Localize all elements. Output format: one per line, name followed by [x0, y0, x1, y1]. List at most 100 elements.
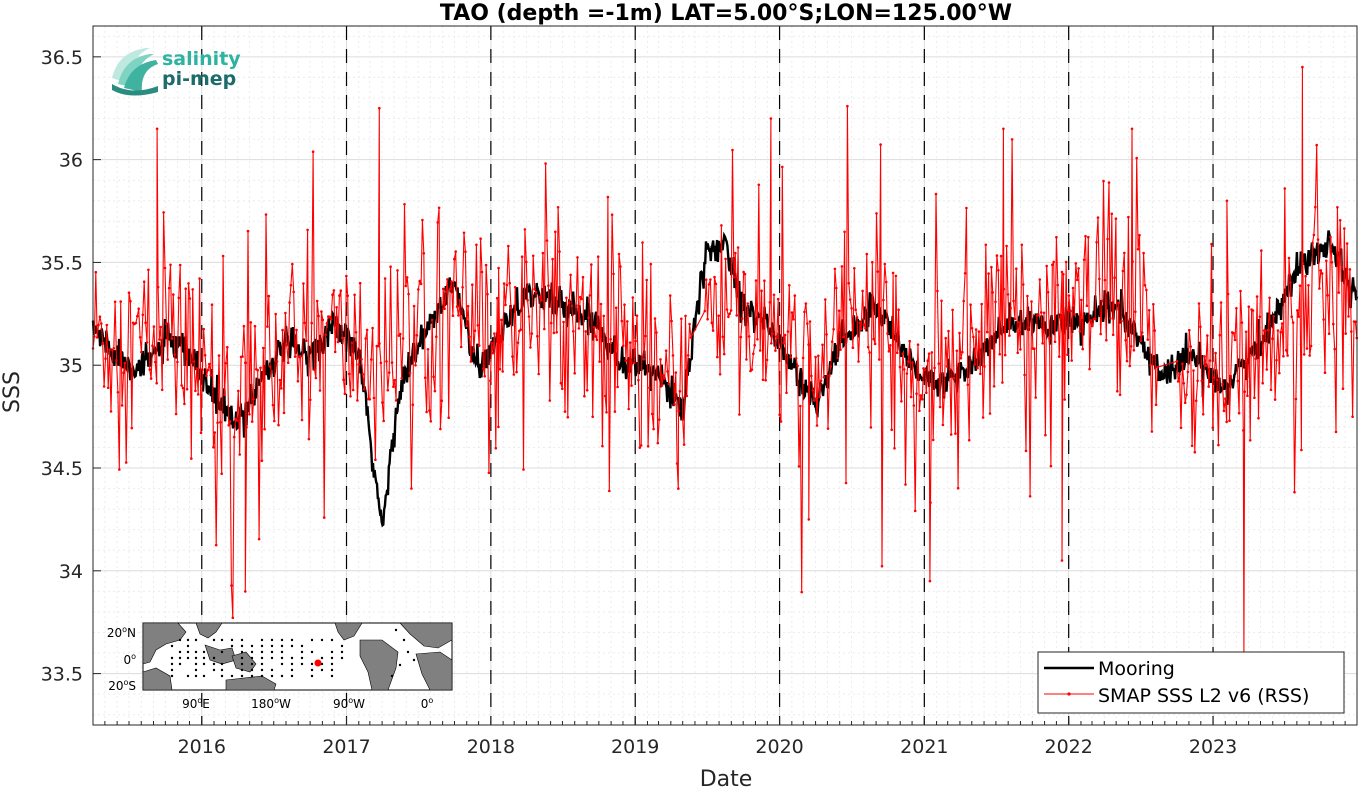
- smap-sss-point: [116, 391, 120, 394]
- smap-sss-point: [500, 318, 503, 322]
- smap-sss-point: [854, 308, 857, 312]
- y-tick-label: 33.5: [41, 664, 83, 686]
- smap-sss-point: [925, 391, 928, 395]
- smap-sss-point: [819, 379, 823, 383]
- smap-sss-point: [734, 251, 737, 255]
- smap-sss-point: [774, 349, 777, 352]
- smap-sss-point: [1102, 179, 1105, 183]
- smap-sss-point: [1279, 330, 1282, 334]
- smap-sss-point: [364, 337, 368, 340]
- smap-sss-point: [670, 319, 673, 323]
- smap-sss-point: [937, 362, 941, 365]
- inset-landmass: [334, 622, 363, 641]
- smap-sss-point: [1042, 311, 1046, 315]
- smap-sss-point: [259, 366, 262, 370]
- smap-sss-point: [126, 370, 129, 373]
- smap-sss-point: [775, 335, 779, 338]
- smap-sss-point: [194, 389, 197, 393]
- smap-sss-point: [187, 282, 190, 285]
- smap-sss-point: [569, 273, 572, 277]
- legend-mooring-label: Mooring: [1098, 658, 1175, 680]
- smap-sss-point: [1019, 348, 1022, 351]
- smap-sss-point: [948, 367, 952, 371]
- smap-sss-point: [1278, 371, 1281, 375]
- smap-sss-point: [1325, 259, 1328, 263]
- smap-sss-point: [1197, 302, 1201, 305]
- smap-sss-point: [1225, 199, 1229, 203]
- smap-sss-point: [483, 374, 487, 378]
- mooring-array-dots: [170, 628, 416, 678]
- smap-sss-point: [868, 351, 871, 354]
- smap-sss-point: [1258, 315, 1262, 319]
- smap-sss-point: [1053, 340, 1057, 344]
- smap-sss-point: [469, 360, 473, 363]
- smap-sss-point: [282, 411, 286, 415]
- smap-sss-point: [1059, 316, 1062, 319]
- smap-sss-point: [566, 415, 570, 419]
- smap-sss-point: [610, 213, 614, 216]
- smap-sss-point: [663, 377, 666, 380]
- smap-sss-point: [727, 315, 730, 319]
- smap-sss-point: [682, 443, 686, 446]
- inset-mooring-dot: [300, 650, 304, 654]
- inset-mooring-dot: [250, 644, 254, 648]
- smap-sss-point: [1110, 212, 1114, 216]
- inset-mooring-dot: [310, 638, 314, 642]
- smap-sss-point: [230, 584, 233, 587]
- inset-lon-label: 180oW: [251, 696, 291, 711]
- inset-landmass: [225, 675, 277, 691]
- smap-sss-point: [1312, 233, 1316, 237]
- smap-sss-point: [1117, 301, 1120, 305]
- smap-sss-point: [718, 373, 722, 376]
- smap-sss-point: [1272, 315, 1275, 318]
- smap-sss-point: [145, 341, 149, 344]
- smap-sss-point: [1226, 292, 1230, 296]
- x-tick-label: 2018: [467, 736, 515, 758]
- smap-sss-point: [480, 270, 484, 274]
- smap-sss-point: [318, 389, 322, 392]
- smap-sss-point: [869, 426, 873, 429]
- smap-sss-point: [1282, 354, 1285, 358]
- inset-mooring-dot: [280, 644, 284, 648]
- smap-sss-point: [1305, 347, 1309, 350]
- smap-sss-point: [410, 487, 413, 490]
- smap-sss-point: [270, 371, 273, 374]
- smap-sss-point: [310, 321, 314, 325]
- smap-sss-point: [340, 336, 344, 340]
- smap-sss-point: [638, 446, 642, 449]
- smap-sss-point: [1248, 439, 1252, 442]
- smap-sss-point: [581, 275, 585, 279]
- smap-sss-point: [572, 330, 575, 333]
- smap-sss-point: [1012, 299, 1015, 303]
- smap-sss-point: [1140, 331, 1144, 334]
- smap-sss-point: [1178, 372, 1181, 376]
- inset-mooring-dot: [300, 662, 304, 666]
- smap-sss-point: [814, 355, 817, 359]
- smap-sss-point: [181, 386, 185, 390]
- smap-sss-point: [1181, 362, 1184, 366]
- smap-sss-point: [149, 377, 153, 380]
- smap-sss-point: [468, 335, 471, 339]
- smap-sss-point: [768, 301, 772, 304]
- smap-sss-point: [219, 421, 222, 424]
- smap-sss-point: [926, 359, 929, 363]
- smap-sss-point: [479, 237, 482, 240]
- smap-sss-point: [884, 280, 888, 284]
- smap-sss-point: [336, 340, 340, 344]
- smap-sss-point: [969, 303, 972, 307]
- smap-sss-point: [1130, 127, 1134, 131]
- inset-landmass: [231, 651, 257, 673]
- smap-sss-point: [155, 127, 159, 131]
- smap-sss-point: [426, 348, 430, 351]
- smap-sss-point: [840, 265, 844, 268]
- inset-land: [142, 622, 453, 691]
- smap-sss-point: [793, 294, 797, 297]
- smap-sss-point: [466, 304, 470, 308]
- smap-sss-point: [1096, 216, 1100, 219]
- inset-landmass: [399, 622, 453, 649]
- smap-sss-point: [965, 206, 968, 210]
- smap-sss-point: [109, 410, 113, 413]
- inset-mooring-dot: [270, 644, 274, 648]
- smap-sss-point: [422, 252, 426, 255]
